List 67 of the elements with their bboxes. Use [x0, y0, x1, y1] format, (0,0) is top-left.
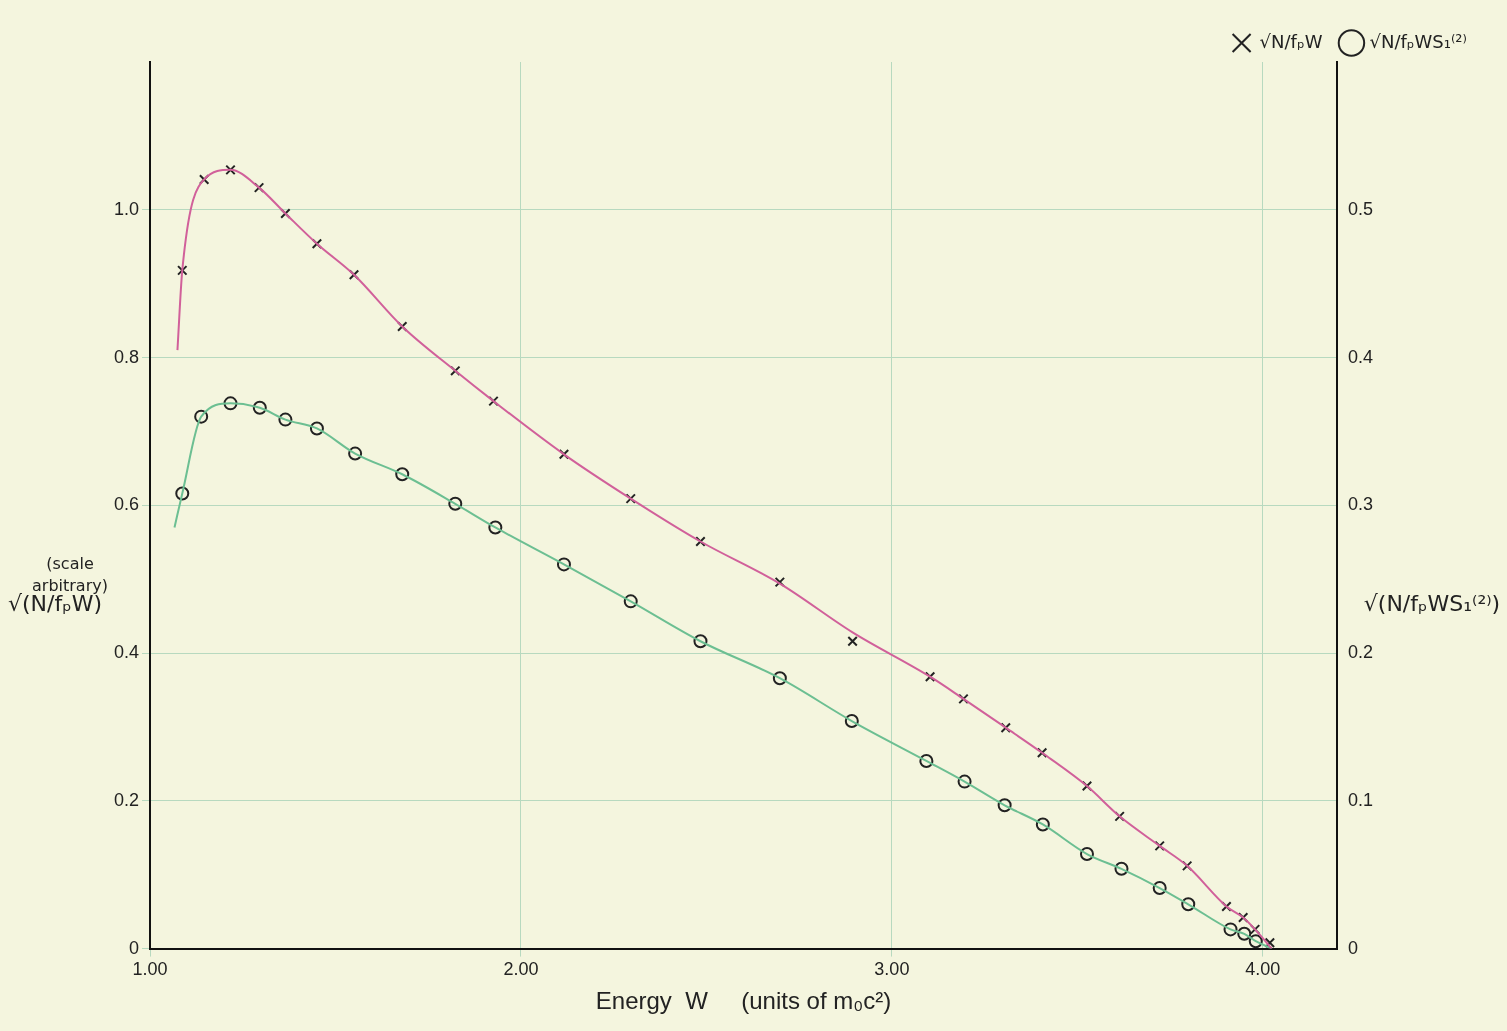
point: [1181, 897, 1196, 912]
point: [194, 409, 209, 424]
point: [847, 636, 858, 647]
y2-tick-label: 0.2: [1348, 642, 1374, 663]
point: [924, 671, 936, 682]
point: [958, 693, 969, 705]
point: [223, 396, 238, 411]
point: [919, 753, 934, 768]
point: [623, 594, 638, 609]
point: [278, 412, 293, 427]
x-axis-title: Energy W (units of m₀c²): [595, 987, 892, 1015]
point: [488, 395, 499, 407]
point: [488, 520, 503, 535]
point: [1264, 937, 1276, 948]
point: [348, 446, 363, 461]
point: [1079, 847, 1094, 862]
point: [1154, 840, 1165, 852]
point: [1035, 817, 1050, 832]
x-tick-label: 2.00: [503, 959, 539, 980]
y-tick-label: 0.6: [113, 494, 139, 515]
point: [311, 238, 323, 249]
x-tick-label: 1.00: [132, 959, 168, 980]
point: [1081, 780, 1093, 792]
point: [1181, 860, 1193, 872]
point: [1237, 912, 1249, 923]
legend-label: √N/fₚW: [1259, 30, 1323, 52]
x-tick-label: 3.00: [874, 959, 910, 980]
y2-axis-title: √(N/fₚWS₁⁽²⁾): [1363, 590, 1501, 616]
point: [1114, 861, 1129, 876]
point: [175, 486, 190, 501]
line-series: [176, 168, 1273, 949]
point: [395, 467, 410, 482]
y-tick-label: 0.4: [113, 642, 139, 663]
point: [693, 634, 708, 649]
point: [625, 493, 636, 504]
point: [558, 449, 570, 460]
point: [774, 576, 786, 588]
point: [1249, 924, 1261, 935]
y-tick-label: 1.0: [113, 198, 139, 219]
point: [1152, 881, 1167, 896]
y-tick-label: 0: [128, 937, 139, 958]
y-tick-label: 0.8: [113, 346, 139, 367]
point: [997, 798, 1012, 813]
x-tick-label: 4.00: [1245, 959, 1281, 980]
point: [252, 400, 267, 415]
point: [556, 557, 571, 572]
point: [1036, 747, 1048, 759]
legend-label: √N/fₚWS₁⁽²⁾: [1369, 30, 1468, 52]
point: [448, 496, 463, 511]
point: [695, 536, 706, 547]
point: [772, 671, 787, 686]
y2-tick-label: 0: [1348, 937, 1359, 958]
y2-tick-label: 0.1: [1348, 789, 1374, 810]
point: [1223, 922, 1238, 937]
y2-tick-label: 0.4: [1348, 346, 1374, 367]
point: [1000, 722, 1011, 733]
point: [1237, 926, 1252, 941]
y-tick-label: 0.2: [113, 789, 139, 810]
point: [844, 714, 859, 729]
y2-tick-label: 0.5: [1348, 198, 1374, 219]
point: [225, 164, 236, 176]
y2-tick-label: 0.3: [1348, 494, 1374, 515]
point: [177, 265, 188, 276]
point: [957, 774, 972, 789]
point: [309, 421, 324, 436]
text: (scale arbitrary): [32, 553, 108, 595]
point: [1248, 934, 1263, 949]
